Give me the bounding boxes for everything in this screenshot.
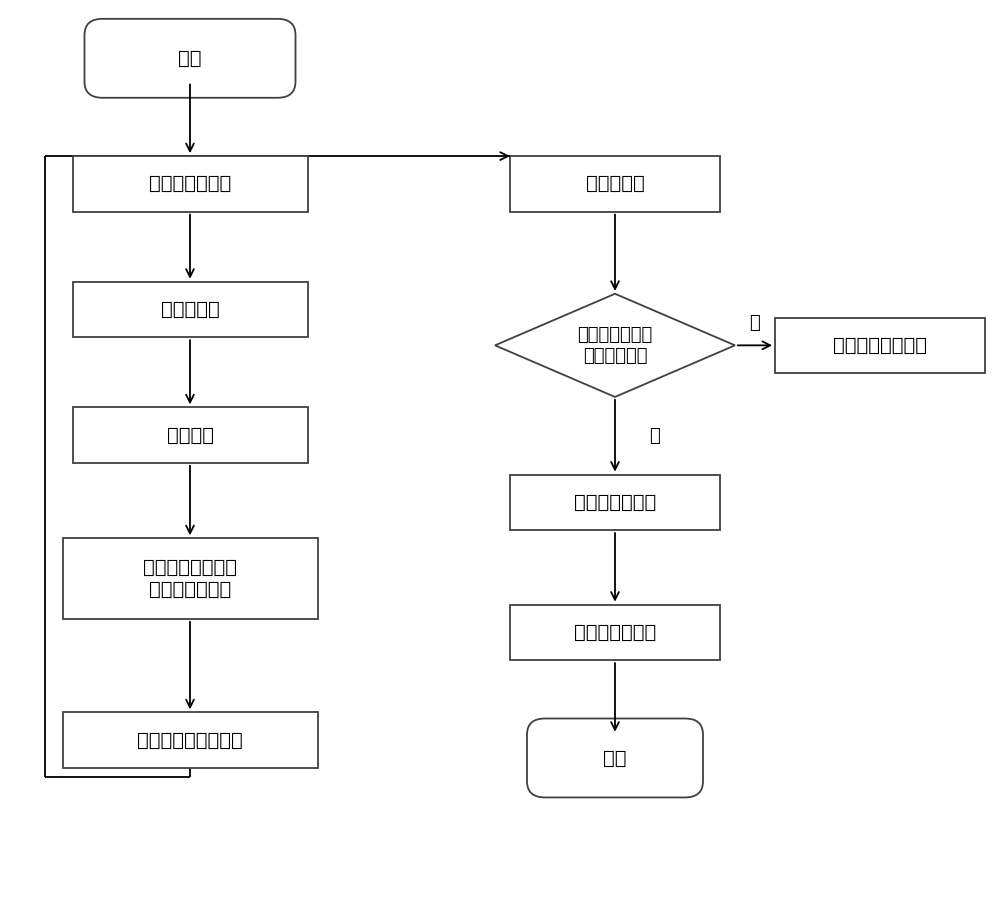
- Text: 更新粒子速度和位置: 更新粒子速度和位置: [137, 730, 243, 750]
- FancyBboxPatch shape: [775, 318, 985, 373]
- Text: 计算粒子适应度: 计算粒子适应度: [149, 174, 231, 194]
- Polygon shape: [495, 294, 735, 397]
- FancyBboxPatch shape: [510, 475, 720, 530]
- FancyBboxPatch shape: [73, 282, 308, 337]
- FancyBboxPatch shape: [62, 712, 318, 768]
- Text: 生成子种群: 生成子种群: [161, 300, 219, 319]
- FancyBboxPatch shape: [510, 156, 720, 212]
- Text: 生成新种群: 生成新种群: [586, 174, 644, 194]
- FancyBboxPatch shape: [73, 156, 308, 212]
- FancyBboxPatch shape: [84, 19, 296, 98]
- Text: 是: 是: [650, 427, 660, 445]
- Text: 新种群中的粒子
是否为最优解: 新种群中的粒子 是否为最优解: [577, 326, 653, 365]
- FancyBboxPatch shape: [527, 718, 703, 797]
- Text: 结束: 结束: [603, 748, 627, 768]
- FancyBboxPatch shape: [62, 538, 318, 619]
- Text: 计算粒子局部最优
解和全局最优解: 计算粒子局部最优 解和全局最优解: [143, 558, 237, 599]
- FancyBboxPatch shape: [510, 605, 720, 660]
- Text: 加入最优解集合: 加入最优解集合: [574, 492, 656, 512]
- Text: 否: 否: [750, 314, 760, 332]
- Text: 更新种群: 更新种群: [166, 425, 214, 445]
- Text: 开始: 开始: [178, 48, 202, 68]
- FancyBboxPatch shape: [73, 407, 308, 463]
- Text: 更新最优解集合: 更新最优解集合: [574, 623, 656, 642]
- Text: 不加入最优解集合: 不加入最优解集合: [833, 335, 927, 355]
